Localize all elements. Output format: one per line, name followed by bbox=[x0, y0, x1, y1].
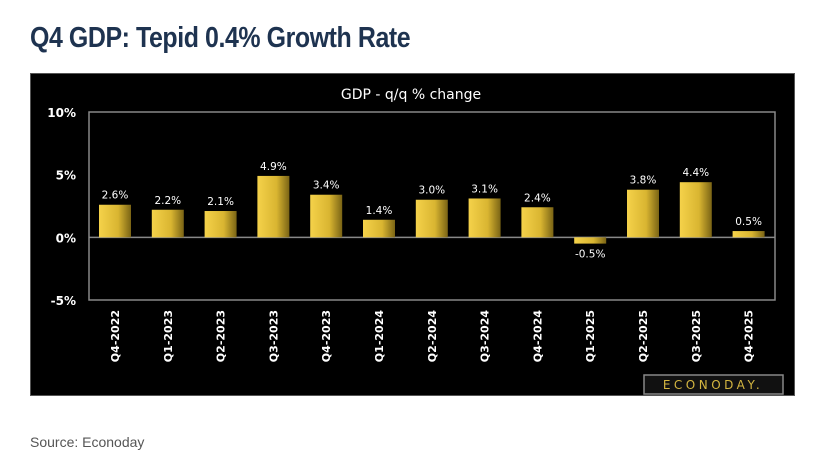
bar bbox=[204, 211, 237, 238]
data-label: 4.4% bbox=[682, 167, 709, 179]
y-tick-label: -5% bbox=[51, 294, 76, 308]
data-label: -0.5% bbox=[575, 248, 605, 260]
econoday-logo: ECONODAY. bbox=[643, 374, 784, 395]
data-label: 3.0% bbox=[418, 185, 445, 197]
x-tick-label: Q1-2024 bbox=[373, 310, 386, 363]
source-note: Source: Econoday bbox=[30, 434, 145, 450]
data-label: 2.1% bbox=[207, 196, 234, 208]
x-tick-label: Q1-2025 bbox=[584, 310, 597, 362]
data-label: 2.4% bbox=[524, 192, 551, 204]
x-tick-label: Q4-2025 bbox=[743, 310, 756, 362]
data-label: 4.9% bbox=[260, 161, 287, 173]
chart-title: GDP - q/q % change bbox=[341, 87, 481, 103]
bar bbox=[257, 175, 290, 238]
page-title: Q4 GDP: Tepid 0.4% Growth Rate bbox=[30, 22, 411, 54]
data-label: 1.4% bbox=[366, 205, 393, 217]
bar bbox=[627, 189, 659, 238]
x-tick-label: Q2-2025 bbox=[637, 310, 650, 362]
bar bbox=[415, 199, 448, 238]
x-tick-label: Q2-2024 bbox=[426, 310, 439, 363]
data-label: 0.5% bbox=[735, 216, 762, 228]
bar bbox=[99, 204, 131, 238]
data-label: 3.8% bbox=[630, 175, 657, 187]
x-tick-label: Q2-2023 bbox=[215, 310, 228, 362]
data-label: 2.2% bbox=[154, 195, 181, 207]
bar bbox=[521, 207, 554, 238]
plot-frame bbox=[88, 111, 776, 301]
logo-text: ECONODAY. bbox=[663, 378, 763, 392]
bar bbox=[468, 198, 501, 238]
data-label: 3.4% bbox=[313, 180, 340, 192]
bar bbox=[732, 231, 765, 238]
x-tick-label: Q4-2022 bbox=[109, 310, 122, 362]
bar bbox=[151, 209, 184, 238]
data-label: 3.1% bbox=[471, 183, 498, 195]
chart-svg: GDP - q/q % change 10% 5% 0% -5% 2.6% 2.2% 2.… bbox=[47, 87, 784, 395]
bar bbox=[310, 194, 343, 238]
x-tick-label: Q3-2025 bbox=[690, 310, 703, 362]
x-tick-label: Q3-2024 bbox=[479, 310, 492, 363]
y-tick-label: 5% bbox=[56, 169, 76, 183]
gdp-chart: GDP - q/q % change 10% 5% 0% -5% 2.6% 2.2% 2.… bbox=[30, 73, 795, 396]
x-tick-label: Q4-2023 bbox=[320, 310, 333, 362]
x-tick-label: Q1-2023 bbox=[162, 310, 175, 362]
x-tick-label: Q4-2024 bbox=[531, 310, 544, 363]
y-tick-label: 0% bbox=[56, 231, 76, 245]
bar bbox=[574, 237, 607, 244]
data-label: 2.6% bbox=[102, 190, 129, 202]
bar bbox=[363, 219, 395, 238]
y-tick-label: 10% bbox=[47, 106, 76, 120]
bar bbox=[679, 182, 712, 238]
x-tick-label: Q3-2023 bbox=[267, 310, 280, 362]
